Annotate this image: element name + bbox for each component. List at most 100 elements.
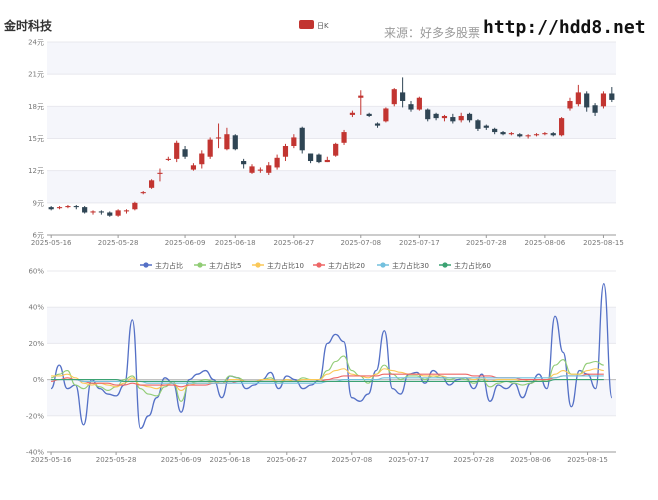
candle: [383, 107, 389, 123]
y-tick-label: 9元: [33, 199, 44, 207]
candle: [190, 163, 197, 171]
candle: [199, 150, 205, 169]
candle: [391, 88, 397, 107]
legend-label: 主力占比10: [267, 261, 304, 270]
candle: [266, 162, 272, 175]
x-tick-label: 2025-06-27: [274, 239, 315, 247]
x-tick-label: 2025-05-28: [96, 456, 137, 464]
candle: [324, 156, 330, 163]
site-url[interactable]: http://hdd8.net: [483, 17, 646, 38]
ratio-bands: [47, 307, 616, 416]
ratio-band: [47, 379, 616, 416]
y-tick-label: 15元: [28, 135, 44, 143]
x-tick-label: 2025-05-16: [31, 239, 72, 247]
candle-body: [500, 132, 506, 135]
candle-body: [324, 159, 330, 163]
chart-title: 金时科技: [4, 19, 53, 33]
legend-label: 主力占比60: [454, 261, 491, 270]
legend-item[interactable]: 主力占比30: [377, 261, 429, 270]
candle-body: [115, 210, 121, 216]
candle: [182, 146, 188, 159]
candle-body: [157, 172, 163, 174]
candle-body: [224, 134, 230, 150]
legend-swatch-kline: [299, 20, 314, 29]
candle-body: [107, 212, 113, 216]
x-tick-label: 2025-06-18: [215, 239, 256, 247]
candle: [525, 134, 531, 139]
candle-body: [567, 100, 573, 109]
candle: [291, 134, 297, 149]
candle: [65, 204, 71, 209]
candle-body: [182, 149, 188, 157]
candle: [307, 153, 314, 164]
candle: [174, 140, 180, 163]
candle-body: [341, 132, 347, 143]
candle-body: [492, 128, 498, 133]
candle-body: [291, 137, 297, 147]
kline-legend[interactable]: 日K: [299, 20, 329, 30]
candle-body: [400, 92, 406, 101]
ratio-x-axis: 2025-05-16 2025-05-28 2025-06-09 2025-06-18…: [31, 451, 616, 464]
candle-body: [82, 207, 88, 213]
x-tick-label: 2025-08-15: [583, 239, 624, 247]
x-tick-label: 2025-06-09: [161, 456, 202, 464]
candle: [140, 191, 146, 195]
candle-body: [483, 125, 489, 128]
candle-body: [165, 158, 171, 160]
candle-body: [249, 166, 255, 173]
candle: [450, 113, 456, 124]
candle-body: [592, 105, 598, 113]
kline-y-axis: 6元 9元 12元 15元 18元 21元 24元: [28, 39, 44, 240]
candle-body: [266, 165, 272, 173]
legend-item[interactable]: 主力占比20: [313, 261, 365, 270]
candle: [90, 210, 96, 215]
x-tick-label: 2025-08-06: [525, 239, 566, 247]
candle: [466, 112, 473, 123]
candle: [475, 119, 481, 131]
legend-marker: [316, 262, 322, 268]
y-tick-label: 21元: [28, 71, 44, 79]
candle: [508, 132, 514, 136]
y-tick-label: 12元: [28, 167, 44, 175]
candle-body: [441, 115, 448, 119]
candle: [366, 112, 372, 118]
y-tick-label: 24元: [28, 39, 44, 47]
x-tick-label: 2025-07-17: [388, 456, 429, 464]
candle-body: [374, 123, 381, 126]
x-tick-label: 2025-06-27: [266, 456, 307, 464]
candle-body: [349, 112, 356, 115]
candle: [165, 156, 171, 162]
y-tick-label: 0%: [33, 376, 44, 384]
candle: [274, 154, 280, 170]
candle: [107, 211, 113, 217]
candle: [592, 103, 598, 116]
x-tick-label: 2025-07-17: [399, 239, 440, 247]
legend-marker: [255, 262, 261, 268]
candle: [400, 77, 406, 108]
ratio-series-line: [51, 355, 604, 402]
candle-body: [383, 108, 389, 122]
legend-item[interactable]: 主力占比60: [439, 261, 491, 270]
y-tick-label: -40%: [26, 449, 44, 457]
legend-item[interactable]: 主力占比10: [252, 261, 304, 270]
candle-body: [257, 169, 263, 171]
candle: [575, 84, 581, 107]
candle-body: [559, 118, 565, 136]
y-tick-label: 40%: [28, 304, 44, 312]
legend-item[interactable]: 主力占比5: [194, 261, 241, 270]
candle: [550, 132, 556, 137]
candle: [282, 143, 289, 162]
legend-marker: [442, 262, 448, 268]
candle: [207, 137, 213, 159]
kline-band: [47, 106, 616, 139]
kline-bands: [47, 42, 616, 203]
candle-body: [416, 97, 422, 110]
candle-body: [366, 113, 372, 116]
candle: [542, 132, 548, 136]
legend-item[interactable]: 主力占比: [140, 261, 183, 270]
candle: [433, 112, 439, 121]
candle: [241, 158, 247, 169]
candle: [73, 204, 79, 210]
candle-body: [199, 153, 205, 165]
x-tick-label: 2025-05-28: [98, 239, 139, 247]
